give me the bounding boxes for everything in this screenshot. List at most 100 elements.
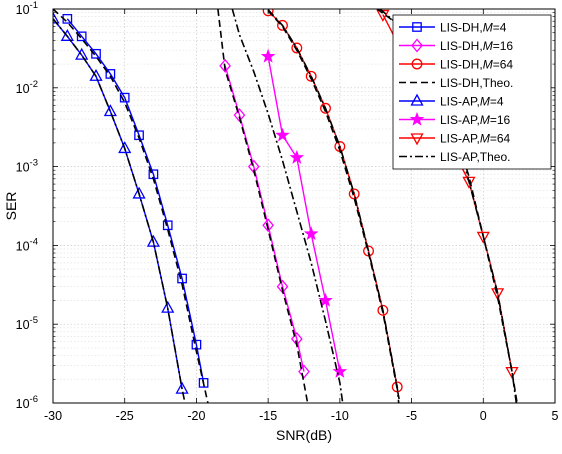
x-tick-label: -20	[187, 409, 205, 423]
legend-label-var: M	[483, 21, 493, 35]
y-tick-label-base: 10	[16, 82, 30, 96]
data-point-series-0	[119, 92, 130, 103]
data-point-series-2	[291, 42, 303, 54]
legend-label: LIS-AP,M=4	[440, 95, 504, 109]
data-point-series-2	[377, 304, 389, 316]
data-point-series-4	[161, 300, 175, 313]
y-tick-label: 10-5	[16, 315, 38, 332]
legend-label: LIS-AP,M=64	[440, 132, 510, 146]
data-point-series-6	[462, 176, 476, 189]
series-line-5	[267, 56, 341, 372]
y-tick-label-exponent: -2	[30, 79, 38, 90]
y-tick-label-exponent: -1	[30, 0, 38, 11]
data-point-series-0	[91, 48, 101, 59]
legend-label: LIS-AP,M=16	[440, 113, 510, 127]
legend: LIS-DH,M=4LIS-DH,M=16LIS-DH,M=64LIS-DH,T…	[392, 14, 552, 170]
x-tick-label: -15	[259, 409, 277, 423]
legend-label-suffix: =4	[493, 21, 507, 35]
data-point-series-6	[476, 231, 490, 244]
x-tick-label: -30	[44, 409, 62, 423]
x-axis-label: SNR(dB)	[276, 427, 332, 443]
legend-label-var: M	[483, 58, 493, 72]
legend-label-prefix: LIS-DH,	[440, 21, 483, 35]
x-tick-label: -5	[406, 409, 417, 423]
y-tick-label-base: 10	[16, 161, 30, 175]
legend-label-prefix: LIS-AP,Theo.	[440, 150, 511, 164]
data-point-series-0	[105, 69, 116, 79]
data-point-series-5	[289, 149, 305, 164]
legend-label-prefix: LIS-AP,	[440, 132, 480, 146]
legend-label-prefix: LIS-DH,	[440, 58, 483, 72]
legend-marker	[410, 93, 424, 106]
plot-frame	[52, 8, 556, 404]
x-tick-label: 0	[480, 409, 487, 423]
legend-label-var: M	[480, 95, 490, 109]
legend-marker	[410, 133, 424, 146]
legend-marker	[409, 111, 425, 126]
data-point-series-1	[233, 108, 246, 123]
y-tick-label-base: 10	[16, 318, 30, 332]
data-point-series-6	[491, 288, 505, 301]
y-tick-label-exponent: -3	[30, 158, 38, 169]
legend-label: LIS-DH,Theo.	[440, 76, 513, 90]
axis-ticks: -30 -25 -20 -15 -10 -5 0 510-610-510-410-310-21…	[16, 0, 559, 423]
series-line-1	[224, 65, 305, 372]
y-tick-label: 10-2	[16, 79, 38, 96]
legend-label-var: M	[480, 132, 490, 146]
y-tick-label-exponent: -4	[30, 236, 38, 247]
y-axis-label: SER	[3, 192, 19, 221]
data-point-series-4	[146, 234, 160, 247]
y-tick-label: 10-6	[16, 394, 38, 411]
x-tick-label: -10	[331, 409, 349, 423]
legend-label: LIS-DH,M=16	[440, 39, 513, 53]
legend-label-var: M	[483, 39, 493, 53]
data-point-series-4	[132, 186, 146, 199]
data-point-series-1	[219, 58, 231, 73]
legend-label: LIS-AP,Theo.	[440, 150, 511, 164]
data-point-series-5	[260, 48, 276, 63]
legend-label-suffix: =16	[490, 113, 511, 127]
data-point-series-5	[332, 363, 348, 378]
data-point-series-4	[75, 47, 89, 60]
theory-curve-3-1	[217, 9, 309, 403]
data-point-series-4	[118, 141, 132, 154]
y-tick-label: 10-4	[16, 236, 38, 253]
legend-label-prefix: LIS-AP,	[440, 113, 480, 127]
legend-box	[392, 14, 552, 170]
data-point-series-1	[298, 364, 310, 379]
theory-curve-3-0	[53, 9, 209, 403]
legend-label-suffix: =4	[490, 95, 504, 109]
series-line-0	[66, 18, 205, 384]
legend-label-prefix: LIS-AP,	[440, 95, 480, 109]
data-point-series-2	[277, 19, 288, 31]
data-point-series-0	[162, 220, 173, 231]
y-tick-label-base: 10	[16, 3, 30, 17]
legend-label: LIS-DH,M=64	[440, 58, 513, 72]
data-point-series-2	[348, 188, 360, 200]
data-point-series-2	[320, 102, 331, 114]
data-point-series-4	[53, 11, 60, 24]
y-tick-label-base: 10	[16, 397, 30, 411]
x-tick-label: 5	[552, 409, 559, 423]
data-point-series-2	[262, 9, 274, 17]
legend-label-suffix: =64	[493, 58, 514, 72]
x-tick-label: -25	[116, 409, 134, 423]
legend-marker	[411, 58, 423, 70]
data-point-series-4	[175, 381, 189, 394]
legend-label-prefix: LIS-DH,Theo.	[440, 76, 513, 90]
data-point-series-0	[177, 273, 187, 284]
data-point-series-5	[303, 226, 319, 241]
data-point-series-0	[198, 378, 209, 388]
y-tick-label: 10-1	[16, 0, 38, 17]
y-tick-label-exponent: -6	[30, 394, 38, 405]
legend-label-var: M	[480, 113, 490, 127]
data-point-series-4	[89, 68, 103, 81]
legend-marker	[411, 38, 423, 53]
theory-curve-7-0	[53, 18, 186, 403]
data-point-series-2	[305, 70, 317, 82]
theory-curve-7-2	[267, 9, 400, 403]
legend-label: LIS-DH,M=4	[440, 21, 507, 35]
legend-label-prefix: LIS-DH,	[440, 39, 483, 53]
legend-label-suffix: =64	[490, 132, 511, 146]
